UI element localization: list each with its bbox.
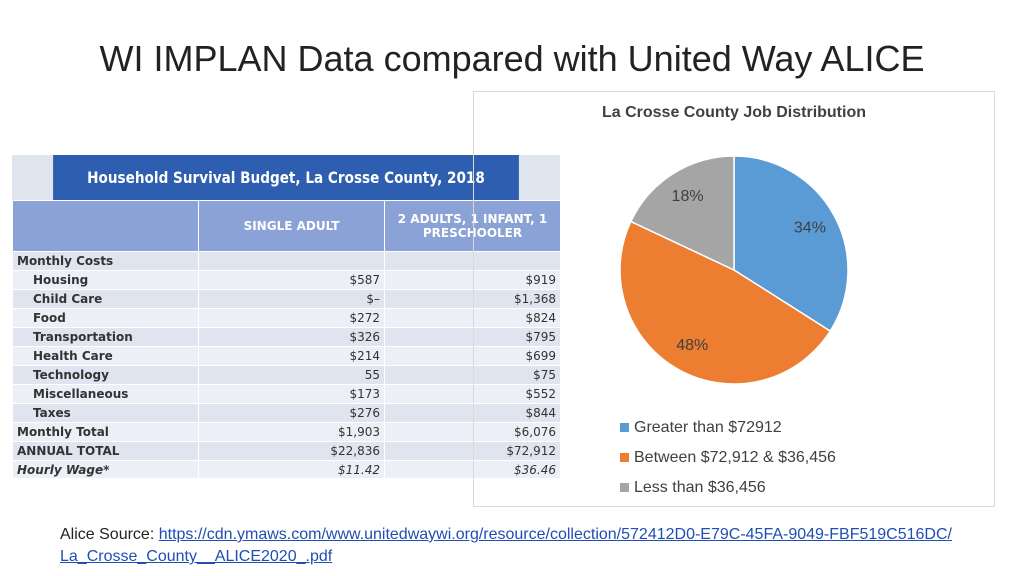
- table-row: Housing $587 $919: [12, 270, 560, 289]
- legend-swatch: [620, 453, 629, 462]
- legend-swatch: [620, 423, 629, 432]
- table-cell: $552: [384, 385, 560, 403]
- data-label: 48%: [676, 337, 708, 354]
- table-cell: Monthly Costs: [12, 252, 198, 270]
- column-header: SINGLE ADULT: [198, 201, 384, 251]
- table-cell: ANNUAL TOTAL: [12, 442, 198, 460]
- source-link[interactable]: https://cdn.ymaws.com/www.unitedwaywi.or…: [60, 526, 952, 565]
- table-cell: $699: [384, 347, 560, 365]
- table-cell: $6,076: [384, 423, 560, 441]
- table-row: Hourly Wage* $11.42 $36.46: [12, 460, 560, 478]
- table-cell: $–: [198, 290, 384, 308]
- table-cell: $173: [198, 385, 384, 403]
- table-title: Household Survival Budget, La Crosse Cou…: [53, 155, 519, 200]
- table-cell: $1,903: [198, 423, 384, 441]
- table-row: Technology 55 $75: [12, 365, 560, 384]
- table-row: Monthly Total $1,903 $6,076: [12, 422, 560, 441]
- table-cell: $72,912: [384, 442, 560, 460]
- table-cell: Technology: [12, 366, 198, 384]
- table-cell: [384, 252, 560, 270]
- table-cell: Food: [12, 309, 198, 327]
- header-spacer: [12, 201, 198, 251]
- table-row: Transportation $326 $795: [12, 327, 560, 346]
- table-cell: [198, 252, 384, 270]
- legend-label: Between $72,912 & $36,456: [634, 449, 836, 466]
- slide-title: WI IMPLAN Data compared with United Way …: [99, 38, 925, 79]
- table-cell: Miscellaneous: [12, 385, 198, 403]
- pie-slice: [619, 220, 832, 385]
- pie-slice: [629, 155, 735, 272]
- table-cell: Monthly Total: [12, 423, 198, 441]
- table-row: Child Care $– $1,368: [12, 289, 560, 308]
- table-cell: Health Care: [12, 347, 198, 365]
- table-cell: $919: [384, 271, 560, 289]
- table-row: Monthly Costs: [12, 251, 560, 270]
- table-cell: $844: [384, 404, 560, 422]
- chart-title: La Crosse County Job Distribution: [602, 104, 866, 121]
- table-cell: $214: [198, 347, 384, 365]
- table-cell: $795: [384, 328, 560, 346]
- table-row: Food $272 $824: [12, 308, 560, 327]
- table-cell: $36.46: [384, 461, 560, 478]
- table-cell: Hourly Wage*: [12, 461, 198, 478]
- table-body: Monthly Costs Housing $587 $919 Child Care $–…: [12, 251, 560, 478]
- data-label: 34%: [794, 219, 826, 236]
- chart-frame: [473, 91, 995, 507]
- table-cell: 55: [198, 366, 384, 384]
- table-cell: Child Care: [12, 290, 198, 308]
- table-row: Miscellaneous $173 $552: [12, 384, 560, 403]
- chart: La Crosse County Job Distribution 34% 48% 1…: [602, 104, 866, 496]
- table-cell: Taxes: [12, 404, 198, 422]
- table-cell: $587: [198, 271, 384, 289]
- table-row: Taxes $276 $844: [12, 403, 560, 422]
- source-label: Alice Source:: [60, 526, 155, 543]
- table-cell: $276: [198, 404, 384, 422]
- column-header: 2 ADULTS, 1 INFANT, 1 PRESCHOOLER: [384, 201, 560, 251]
- table-cell: Transportation: [12, 328, 198, 346]
- legend-swatch: [620, 483, 629, 492]
- table-cell: $1,368: [384, 290, 560, 308]
- table-cell: Housing: [12, 271, 198, 289]
- legend-label: Greater than $72912: [634, 419, 782, 436]
- table-cell: $326: [198, 328, 384, 346]
- data-label: 18%: [672, 188, 704, 205]
- legend-label: Less than $36,456: [634, 479, 766, 496]
- table-cell: $11.42: [198, 461, 384, 478]
- budget-table: Household Survival Budget, La Crosse Cou…: [12, 155, 560, 478]
- table-row: Health Care $214 $699: [12, 346, 560, 365]
- table-header: SINGLE ADULT 2 ADULTS, 1 INFANT, 1 PRESC…: [12, 200, 560, 251]
- table-row: ANNUAL TOTAL $22,836 $72,912: [12, 441, 560, 460]
- source: Alice Source: https://cdn.ymaws.com/www.…: [60, 524, 960, 568]
- table-cell: $75: [384, 366, 560, 384]
- table-cell: $22,836: [198, 442, 384, 460]
- table-cell: $272: [198, 309, 384, 327]
- table-cell: $824: [384, 309, 560, 327]
